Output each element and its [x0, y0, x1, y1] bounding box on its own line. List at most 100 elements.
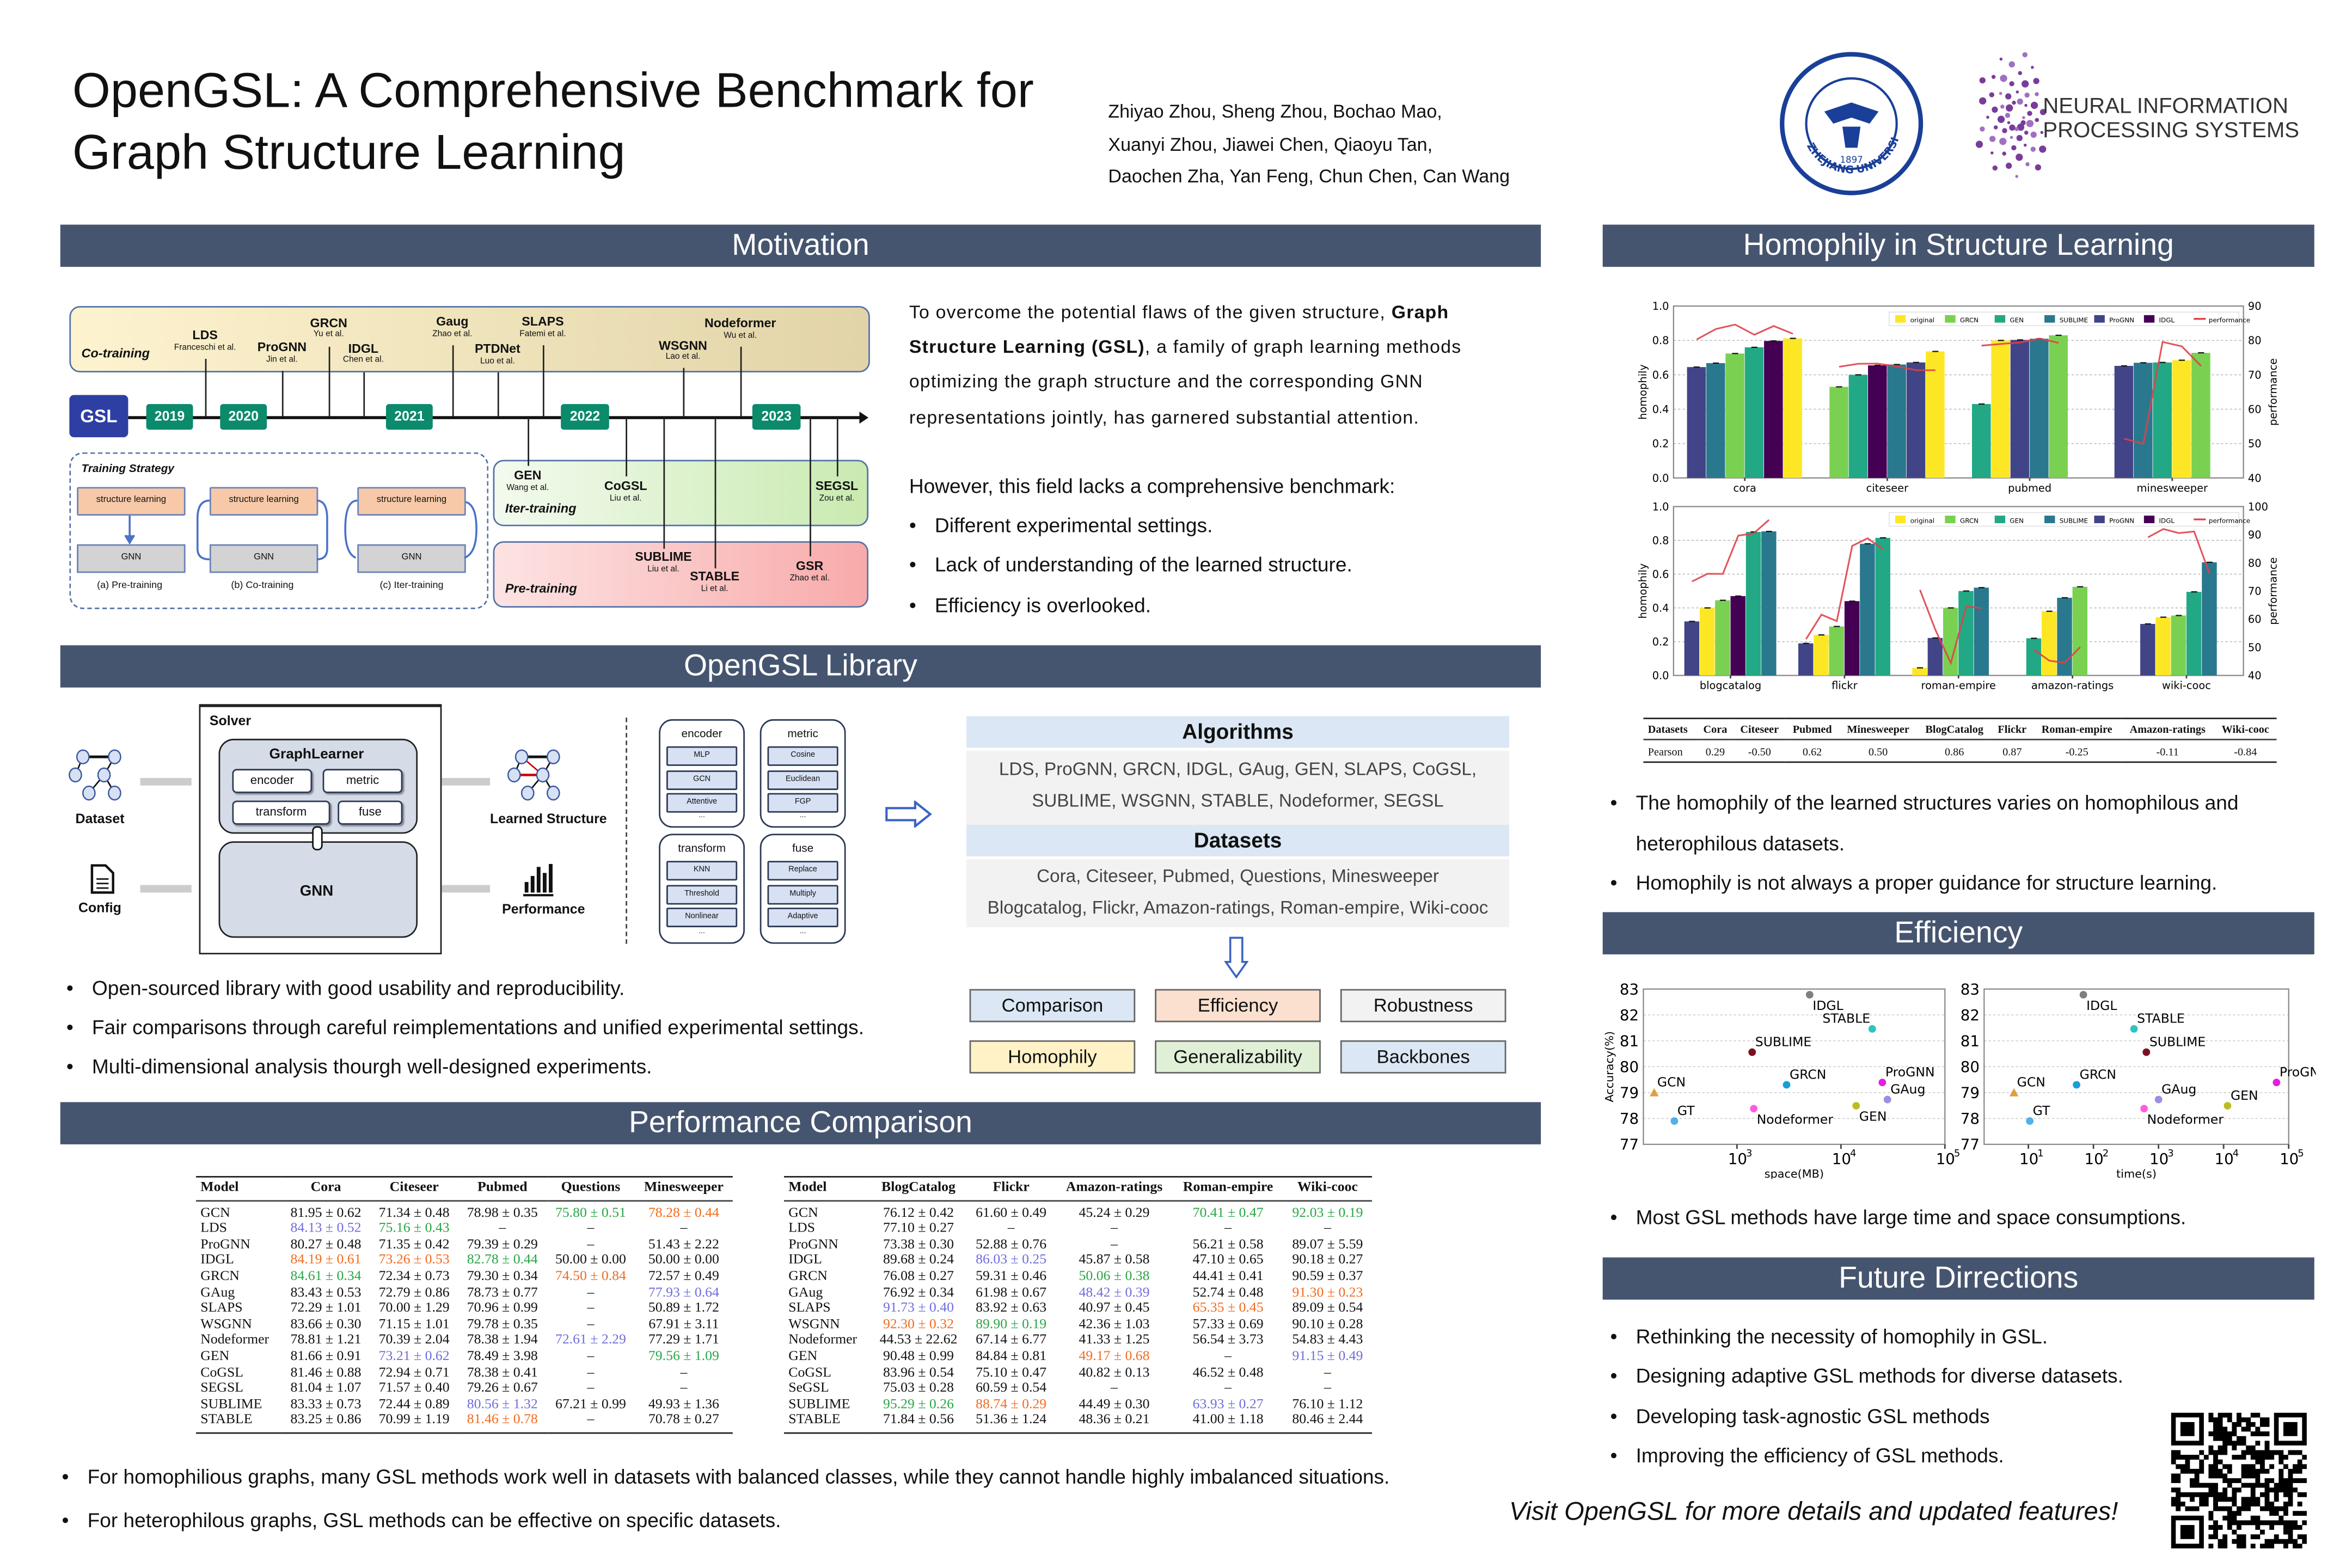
qr-module	[2237, 1487, 2241, 1493]
method-authors: Zou et al.	[819, 494, 855, 504]
result-cell: 76.08 ± 0.27	[883, 1269, 954, 1285]
pearson-value: -0.84	[2214, 739, 2277, 763]
table-row: SLAPS 72.29 ± 1.01 70.00 ± 1.29 70.96 ± 0.9…	[196, 1301, 733, 1317]
qr-module	[2250, 1492, 2256, 1497]
qr-module	[2218, 1506, 2223, 1511]
y-tick-label: 77	[1961, 1136, 1980, 1154]
qr-module	[2250, 1543, 2256, 1548]
dimension-comparison[interactable]: Comparison	[969, 989, 1136, 1022]
qr-module	[2227, 1520, 2232, 1526]
qr-module	[2194, 1455, 2200, 1460]
qr-module	[2232, 1422, 2237, 1427]
method-authors: Wang et al.	[506, 483, 549, 493]
bar-sublime	[1860, 543, 1875, 676]
timeline-connector	[281, 371, 284, 416]
qr-module	[2288, 1529, 2293, 1535]
logo-dot	[1979, 97, 1987, 105]
logo-dot	[1999, 91, 2002, 95]
bar-idgl	[1844, 601, 1860, 676]
qr-finder	[2171, 1515, 2204, 1548]
column-header: Wiki-cooc	[1283, 1176, 1372, 1201]
qr-module	[2278, 1520, 2284, 1526]
logo-dot	[2016, 90, 2019, 94]
method-authors: Fatemi et al.	[519, 330, 566, 340]
qr-module	[2241, 1502, 2246, 1506]
x-tick-label: cora	[1734, 482, 1756, 494]
result-cell: 89.68 ± 0.24	[883, 1253, 954, 1269]
gnn-box: GNN	[77, 544, 186, 573]
y2-tick-label: 60	[2248, 403, 2262, 415]
qr-module	[2278, 1450, 2284, 1455]
visit-link[interactable]: Visit OpenGSL for more details and updat…	[1509, 1497, 2118, 1526]
result-cell: 79.30 ± 0.34	[467, 1269, 538, 1285]
method-name: SLAPS	[522, 313, 564, 329]
qr-module	[2259, 1483, 2265, 1488]
qr-module	[2190, 1455, 2195, 1460]
bar-prognn	[2140, 624, 2155, 676]
title-line-1: OpenGSL: A Comprehensive Benchmark for	[72, 63, 1034, 118]
table-header: Model Cora Citeseer Pubmed Questions Mineswee…	[195, 1176, 733, 1201]
model-cell: SLAPS	[200, 1301, 243, 1316]
qr-module	[2302, 1478, 2307, 1483]
qr-module	[2264, 1445, 2270, 1450]
method-authors: Franceschi et al.	[174, 344, 236, 353]
timeline-connector	[542, 345, 544, 416]
bar-sublime	[1761, 531, 1777, 676]
result-cell: 78.38 ± 1.94	[467, 1333, 538, 1349]
pearson-value: 0.62	[1785, 739, 1839, 763]
qr-module	[2218, 1473, 2223, 1479]
logo-dot	[1979, 77, 1986, 84]
column-header: Questions	[546, 1176, 635, 1201]
module-item: Cosine	[767, 746, 838, 766]
gsl-timeline: Co-training Iter-training Pre-training G…	[60, 300, 888, 615]
point-prognn	[1878, 1079, 1886, 1087]
cotraining-label: Co-training	[81, 345, 150, 360]
result-cell: 81.66 ± 0.91	[290, 1349, 362, 1364]
qr-module	[2274, 1450, 2279, 1455]
result-cell: 67.91 ± 3.11	[648, 1317, 719, 1333]
qr-module	[2190, 1478, 2195, 1483]
qr-module	[2213, 1487, 2218, 1493]
dimension-efficiency[interactable]: Efficiency	[1155, 989, 1321, 1022]
qr-module	[2255, 1431, 2261, 1437]
dimension-backbones[interactable]: Backbones	[1340, 1040, 1506, 1074]
qr-module	[2259, 1529, 2265, 1535]
qr-module	[2218, 1468, 2223, 1474]
result-cell: 44.41 ± 0.41	[1192, 1269, 1264, 1285]
y2-tick-label: 50	[2248, 641, 2262, 654]
result-cell: 49.17 ± 0.68	[1079, 1349, 1150, 1364]
dimension-homophily[interactable]: Homophily	[969, 1040, 1136, 1074]
timeline-connector	[626, 418, 627, 477]
result-cell: 83.33 ± 0.73	[290, 1397, 362, 1412]
more-ellipsis: ...	[699, 927, 705, 936]
legend-swatch	[1994, 516, 2006, 523]
qr-module	[2288, 1487, 2293, 1493]
result-cell: 72.94 ± 0.71	[378, 1365, 450, 1381]
legend-label: performance	[2209, 517, 2250, 524]
qr-module	[2250, 1487, 2256, 1493]
qr-module	[2185, 1492, 2190, 1497]
qr-code[interactable]	[2171, 1412, 2307, 1548]
result-cell: –	[587, 1285, 595, 1301]
bar-original	[2172, 360, 2191, 478]
qr-module	[2274, 1487, 2279, 1493]
qr-module	[2246, 1417, 2251, 1423]
qr-module	[2241, 1473, 2246, 1479]
datasets-line: Cora, Citeseer, Pubmed, Questions, Mines…	[1037, 865, 1439, 887]
legend-label: SUBLIME	[2060, 517, 2088, 524]
table-row: CoGSL 81.46 ± 0.88 72.94 ± 0.71 78.38 ± 0.4…	[196, 1365, 733, 1381]
logo-dot	[2007, 121, 2011, 125]
model-cell: WSGNN	[788, 1317, 840, 1333]
point-gt	[1670, 1117, 1679, 1125]
table-header: Model BlogCatalog Flickr Amazon-ratings Roma…	[783, 1176, 1372, 1201]
logo-dot	[2016, 134, 2023, 142]
dimension-generalizability[interactable]: Generalizability	[1155, 1040, 1321, 1074]
qr-module	[2297, 1511, 2302, 1516]
result-cell: 71.57 ± 0.40	[378, 1381, 450, 1396]
qr-module	[2293, 1543, 2298, 1548]
qr-module	[2185, 1468, 2190, 1474]
dimension-robustness[interactable]: Robustness	[1340, 989, 1506, 1022]
result-cell: 75.16 ± 0.43	[378, 1221, 450, 1237]
qr-module	[2213, 1450, 2218, 1455]
qr-module	[2213, 1502, 2218, 1506]
